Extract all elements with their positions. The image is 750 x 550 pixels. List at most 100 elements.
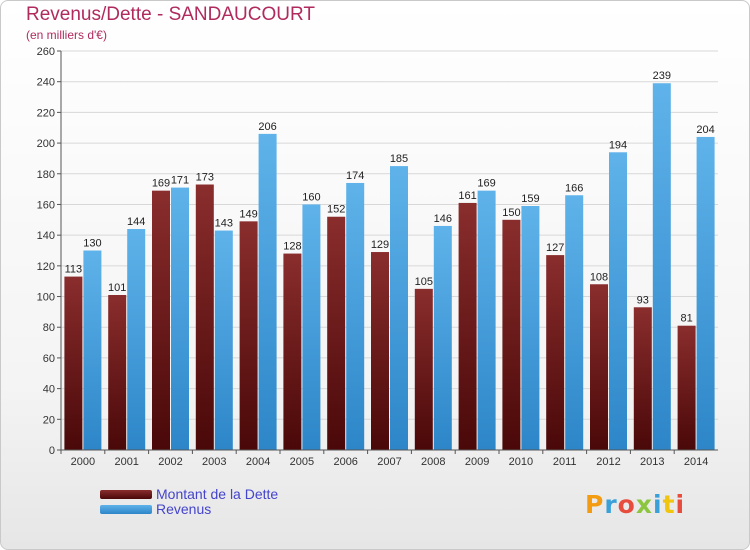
bar-debt [633,307,652,450]
data-label-revenue: 174 [346,170,364,182]
x-tick-label: 2005 [290,456,314,468]
x-tick-label: 2000 [71,456,95,468]
bar-revenue [258,133,277,450]
bars [64,83,715,451]
y-tick-label: 260 [37,46,55,58]
data-label-debt: 101 [108,282,126,294]
logo-letter: x [635,490,653,519]
bar-revenue [477,190,496,450]
data-label-revenue: 159 [521,193,539,205]
data-label-debt: 173 [196,172,214,184]
data-label-debt: 81 [680,313,692,325]
data-label-debt: 93 [637,294,649,306]
logo-letter: i [675,490,686,519]
axes: 0 20 40 60 80 100 120 140 160 180 200 220 240 260 2000… [37,46,718,468]
bar-revenue [302,204,321,450]
x-tick-label: 2001 [114,456,138,468]
y-tick-label: 100 [37,292,55,304]
y-tick-label: 220 [37,107,55,119]
proxiti-logo: Proxiti [585,490,685,519]
bar-debt [414,288,433,450]
x-tick-label: 2003 [202,456,226,468]
data-label-revenue: 206 [258,121,276,133]
bar-revenue [433,225,452,450]
bar-debt [64,276,83,450]
y-tick-label: 200 [37,138,55,150]
data-label-debt: 128 [283,241,301,253]
y-tick-label: 180 [37,169,55,181]
data-label-revenue: 146 [434,213,452,225]
bar-revenue [565,195,584,450]
bar-revenue [521,205,540,450]
bar-debt [677,325,696,450]
bar-debt [590,284,608,450]
y-tick-label: 40 [43,384,55,396]
legend-label-debt: Montant de la Dette [156,486,279,502]
bar-revenue [83,250,102,450]
y-tick-label: 60 [43,353,55,365]
logo-letter: t [662,490,676,519]
bar-debt [327,216,346,450]
data-label-revenue: 160 [302,191,320,203]
y-tick-label: 240 [37,77,55,89]
bar-debt [371,252,389,450]
legend-swatch-debt [100,489,152,499]
data-label-debt: 150 [502,207,520,219]
data-label-debt: 127 [546,242,564,254]
x-tick-label: 2014 [684,456,708,468]
data-label-debt: 108 [590,271,608,283]
bar-revenue [214,230,233,450]
y-tick-label: 0 [49,445,55,457]
data-label-revenue: 130 [83,238,101,250]
bar-revenue [346,182,365,450]
logo-letter: i [653,490,663,519]
legend-label-revenue: Revenus [156,501,212,517]
y-tick-label: 160 [37,199,55,211]
x-tick-label: 2013 [640,456,664,468]
data-label-revenue: 171 [171,175,189,187]
bar-revenue [390,166,408,450]
bar-debt [152,190,170,450]
bar-debt [458,202,477,450]
logo-letter: P [585,490,605,519]
data-label-debt: 169 [152,178,170,190]
chart-title: Revenus/Dette - SANDAUCOURT [26,4,315,25]
x-tick-label: 2012 [596,456,620,468]
data-label-debt: 152 [327,204,345,216]
data-label-revenue: 169 [477,178,495,190]
legend-item-revenue: Revenus [100,501,211,517]
bar-debt [546,255,565,450]
data-label-revenue: 239 [653,70,671,82]
data-label-revenue: 204 [696,124,714,136]
bar-debt [283,253,302,450]
legend-item-debt: Montant de la Dette [100,486,278,502]
y-tick-label: 20 [43,414,55,426]
logo-letter: o [617,490,636,519]
data-label-debt: 105 [415,276,433,288]
x-tick-label: 2010 [509,456,533,468]
data-label-debt: 161 [458,190,476,202]
chart-subtitle: (en milliers d'€) [26,28,107,42]
x-tick-label: 2008 [421,456,445,468]
data-label-revenue: 143 [215,218,233,230]
bar-revenue [609,152,627,451]
x-tick-label: 2011 [553,456,577,468]
y-tick-label: 120 [37,261,55,273]
data-label-debt: 113 [65,264,83,276]
x-tick-label: 2009 [465,456,489,468]
logo-letter: r [604,490,618,519]
legend-swatch-revenue [100,504,152,514]
y-tick-label: 140 [37,230,55,242]
bar-revenue [127,229,146,450]
x-tick-label: 2007 [377,456,401,468]
bar-revenue [696,136,715,450]
bar-debt [502,219,521,450]
x-tick-label: 2004 [246,456,270,468]
data-label-revenue: 144 [127,216,145,228]
bar-debt [108,295,127,450]
y-tick-label: 80 [43,322,55,334]
data-label-revenue: 185 [390,153,408,165]
data-label-debt: 149 [239,208,257,220]
